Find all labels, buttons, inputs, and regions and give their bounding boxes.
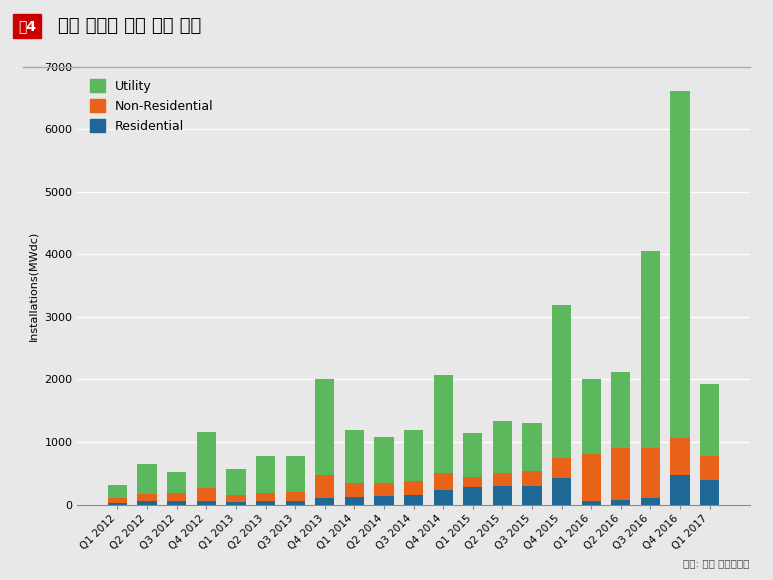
Bar — [138, 502, 157, 505]
Bar — [345, 497, 364, 505]
Bar — [108, 498, 127, 503]
Bar — [196, 488, 216, 501]
Bar — [700, 456, 719, 480]
Bar — [552, 478, 571, 505]
Bar — [552, 458, 571, 478]
Bar — [434, 473, 453, 490]
Bar — [581, 379, 601, 454]
Bar — [434, 490, 453, 505]
Bar — [611, 448, 631, 499]
Bar — [641, 251, 660, 448]
Bar — [581, 501, 601, 505]
Bar — [256, 456, 275, 494]
Text: 표4: 표4 — [18, 19, 36, 33]
Bar — [581, 454, 601, 501]
Bar — [285, 492, 305, 501]
Bar — [523, 423, 542, 472]
Bar — [641, 498, 660, 505]
Bar — [670, 474, 690, 505]
Bar — [256, 502, 275, 505]
Y-axis label: Installations(MWdc): Installations(MWdc) — [29, 230, 39, 341]
Bar — [463, 487, 482, 505]
Bar — [167, 472, 186, 494]
Bar — [611, 372, 631, 448]
Bar — [285, 501, 305, 505]
Bar — [226, 469, 246, 495]
Text: 미국 태양광 설치 증가 추이: 미국 태양광 설치 증가 추이 — [58, 17, 201, 35]
Bar — [315, 498, 335, 505]
Bar — [167, 502, 186, 505]
Bar — [670, 91, 690, 438]
Bar — [492, 473, 512, 487]
Bar — [434, 375, 453, 473]
Bar — [374, 496, 393, 505]
Bar — [523, 472, 542, 486]
Bar — [196, 432, 216, 488]
Bar — [196, 501, 216, 505]
Bar — [256, 494, 275, 502]
Legend: Utility, Non-Residential, Residential: Utility, Non-Residential, Residential — [83, 73, 220, 139]
Bar — [315, 379, 335, 474]
Bar — [670, 438, 690, 474]
Bar — [138, 464, 157, 494]
Bar — [345, 483, 364, 497]
Bar — [345, 430, 364, 483]
Bar — [700, 480, 719, 505]
Bar — [463, 477, 482, 487]
Bar — [523, 486, 542, 505]
Bar — [315, 474, 335, 498]
Bar — [552, 305, 571, 458]
Bar — [492, 422, 512, 473]
Bar — [138, 494, 157, 502]
Bar — [463, 433, 482, 477]
Bar — [226, 502, 246, 505]
Bar — [108, 485, 127, 498]
Bar — [404, 430, 423, 481]
Bar — [374, 483, 393, 496]
Bar — [167, 494, 186, 502]
Bar — [641, 448, 660, 498]
Bar — [108, 503, 127, 505]
Bar — [492, 487, 512, 505]
Bar — [374, 437, 393, 483]
Text: 자료: 한국 수출입은행: 자료: 한국 수출입은행 — [683, 559, 750, 568]
Bar — [611, 499, 631, 505]
Bar — [404, 481, 423, 495]
Bar — [404, 495, 423, 505]
Bar — [285, 456, 305, 492]
Bar — [700, 384, 719, 456]
Bar — [226, 495, 246, 502]
